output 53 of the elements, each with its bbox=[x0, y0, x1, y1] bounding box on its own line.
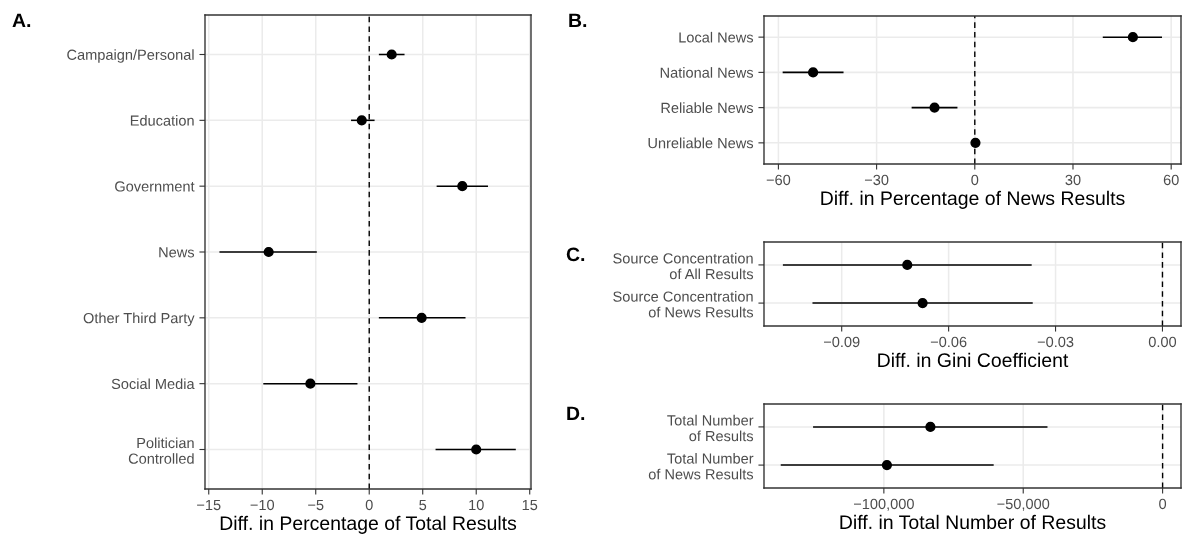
y-tick-label: National News bbox=[660, 67, 754, 78]
x-tick-label: 15 bbox=[522, 499, 538, 511]
y-tick-label: Campaign/Personal bbox=[67, 49, 194, 63]
y-tick-label: Reliable News bbox=[661, 102, 754, 114]
point bbox=[386, 49, 397, 60]
point bbox=[416, 312, 427, 323]
x-axis-title: Diff. in Total Number of Results bbox=[840, 514, 1106, 530]
x-tick-label: 30 bbox=[1065, 174, 1081, 186]
text: B. bbox=[569, 13, 587, 28]
y-tick-label: Education bbox=[130, 115, 194, 126]
y-tick-label: Politician Controlled bbox=[128, 437, 194, 464]
y-tick-label: Total Number of Results bbox=[667, 414, 754, 442]
point bbox=[457, 181, 468, 192]
y-tick-label: News bbox=[159, 247, 195, 258]
x-tick-label: −0.09 bbox=[823, 336, 860, 348]
x-tick-label: 0 bbox=[1159, 498, 1167, 510]
x-tick-label: 60 bbox=[1163, 174, 1179, 186]
x-tick-label: −0.03 bbox=[1037, 336, 1074, 348]
text: C. bbox=[566, 247, 585, 262]
x-tick-label: 0.00 bbox=[1148, 336, 1177, 348]
x-tick-label: −60 bbox=[766, 174, 791, 186]
point bbox=[1127, 32, 1138, 43]
text: D. bbox=[567, 406, 585, 421]
x-tick-label: −5 bbox=[308, 499, 324, 511]
x-tick-label: −100,000 bbox=[853, 498, 914, 511]
x-axis-title: Diff. in Gini Coefficient bbox=[878, 352, 1069, 368]
point bbox=[356, 115, 367, 126]
x-tick-label: 0 bbox=[365, 499, 373, 511]
y-tick-label: Government bbox=[115, 181, 195, 192]
x-tick-label: −30 bbox=[864, 174, 889, 186]
point bbox=[305, 378, 316, 389]
y-tick-label: Unreliable News bbox=[648, 137, 754, 149]
point bbox=[970, 137, 981, 148]
y-tick-label: Local News bbox=[679, 31, 754, 43]
point bbox=[263, 246, 274, 258]
x-tick-label: −10 bbox=[250, 499, 275, 511]
x-tick-label: −0.06 bbox=[930, 336, 967, 348]
x-tick-label: −50,000 bbox=[997, 498, 1050, 511]
x-axis-title: Diff. in Percentage of Total Results bbox=[220, 515, 517, 534]
y-tick-label: Social Media bbox=[111, 378, 195, 390]
y-tick-label: Other Third Party bbox=[83, 312, 195, 327]
x-tick-label: 10 bbox=[469, 499, 484, 511]
point bbox=[929, 102, 940, 113]
y-tick-label: Total Number of News Results bbox=[648, 453, 754, 480]
x-tick-label: 5 bbox=[419, 499, 427, 511]
x-axis-title: Diff. in Percentage of News Results bbox=[821, 190, 1125, 209]
point bbox=[471, 444, 482, 455]
y-tick-label: Source Concentration of News Results bbox=[613, 291, 754, 318]
text: A. bbox=[12, 13, 31, 28]
y-tick-label: Source Concentration of All Results bbox=[613, 252, 754, 280]
point bbox=[808, 67, 819, 78]
x-tick-label: 0 bbox=[971, 174, 979, 186]
x-tick-label: −15 bbox=[197, 499, 221, 511]
